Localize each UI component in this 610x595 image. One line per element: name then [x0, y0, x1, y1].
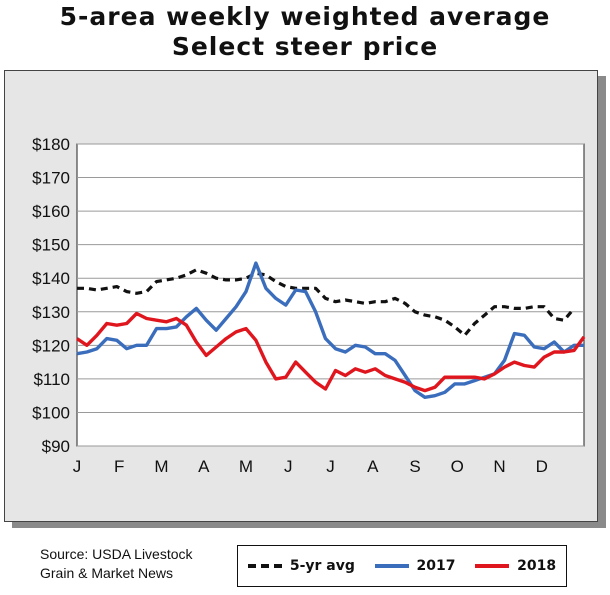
legend: 5-yr avg 2017 2018	[237, 545, 567, 587]
x-tick-label: M	[239, 457, 253, 476]
y-tick-label: $100	[32, 403, 70, 422]
y-tick-labels: $90 $100 $110 $120 $130 $140 $150 $160 $170 $180	[32, 135, 70, 456]
series-lines	[76, 261, 586, 399]
x-tick-label: M	[154, 457, 168, 476]
x-tick-label: J	[326, 457, 335, 476]
y-tick-label: $150	[32, 236, 70, 255]
y-tick-label: $130	[32, 303, 70, 322]
chart-title-line2: Select steer price	[171, 32, 439, 61]
legend-label-2018: 2018	[517, 558, 557, 574]
series-line-2017	[76, 261, 584, 399]
legend-label-2017: 2017	[416, 558, 456, 574]
legend-item-2018: 2018	[475, 558, 556, 574]
y-tick-label: $120	[32, 336, 70, 355]
y-tick-label: $110	[33, 370, 70, 389]
legend-label-5yr: 5-yr avg	[289, 558, 355, 574]
x-tick-label: N	[493, 457, 505, 476]
legend-swatch-5yr	[247, 564, 282, 568]
x-tick-label: J	[73, 457, 82, 476]
x-tick-label: O	[451, 457, 464, 476]
gridlines	[77, 143, 584, 447]
x-tick-label: F	[114, 457, 124, 476]
plot-area	[76, 143, 585, 447]
x-tick-label: J	[284, 457, 293, 476]
line-chart: $90$100$110$120$130$140$150$160$170$180 …	[32, 135, 586, 476]
source-line-2: Grain & Market News	[40, 565, 174, 581]
y-tick-label: $180	[32, 135, 70, 154]
y-tick-label: $140	[32, 269, 70, 288]
series-line-2018	[76, 311, 586, 393]
y-tick-label: $170	[32, 169, 70, 188]
y-tick-label: $90	[42, 437, 70, 456]
series-line-5-yr-avg	[77, 268, 576, 337]
x-tick-label: A	[367, 457, 379, 476]
y-tick-label: $160	[32, 202, 70, 221]
x-tick-label: A	[198, 457, 210, 476]
legend-item-5yr: 5-yr avg	[247, 558, 355, 574]
x-tick-label: S	[409, 457, 420, 476]
legend-item-2017: 2017	[374, 558, 456, 574]
legend-swatch-2018	[475, 564, 510, 568]
source-note: Source: USDA Livestock Grain & Market Ne…	[40, 545, 230, 583]
source-line-1: Source: USDA Livestock	[40, 546, 193, 562]
chart-title-line1: 5-area weekly weighted average	[59, 2, 551, 31]
legend-swatch-2017	[374, 564, 409, 568]
x-tick-label: D	[536, 457, 548, 476]
